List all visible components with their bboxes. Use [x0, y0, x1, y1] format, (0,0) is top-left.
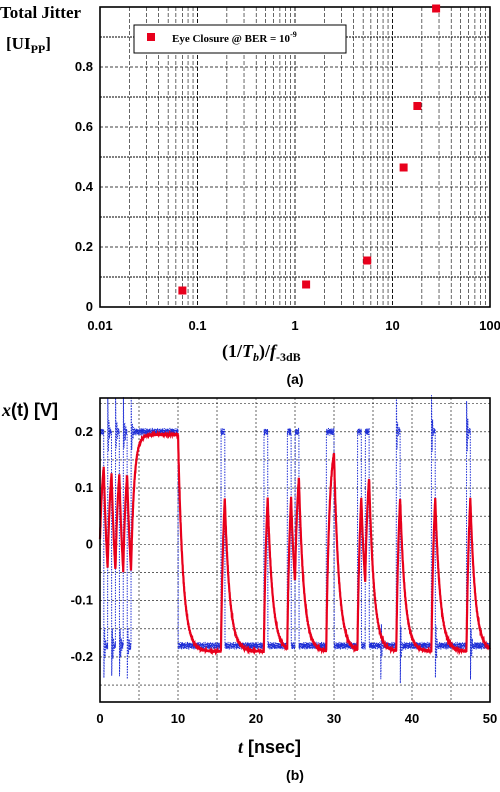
chart-b-ytick-label: 0.1: [75, 480, 93, 495]
chart-b-xtick-label: 50: [483, 711, 497, 726]
chart-b-tick-labels: 0 10 20 30 40 50 -0.2 -0.1 0 0.1 0.2: [71, 424, 498, 726]
chart-a-ytick-label: 0: [86, 299, 93, 314]
chart-a-xlabel-b: b: [253, 350, 259, 364]
chart-b-xtick-label: 0: [96, 711, 103, 726]
chart-a-legend: Eye Closure @ BER = 10-9: [133, 24, 347, 54]
chart-a-ytick-label: 0.6: [75, 119, 93, 134]
chart-a-legend-text: Eye Closure @ BER = 10: [172, 33, 291, 45]
chart-b-plot-frame: [99, 397, 491, 703]
chart-a-points: [178, 4, 441, 295]
chart-b-xlabel-t: t: [238, 737, 244, 757]
chart-a-panel-label: (a): [286, 371, 303, 387]
chart-b-ytick-label: -0.1: [71, 593, 93, 608]
chart-a-xtick-label: 100: [479, 318, 500, 333]
chart-b-panel-label: (b): [286, 767, 304, 783]
chart-a-point: [413, 102, 422, 110]
chart-a-grid: [100, 7, 490, 307]
chart-a-xlabel-mid: )/: [259, 341, 271, 362]
chart-b-ylabel: x(t) [V]: [1, 400, 58, 420]
chart-b-series-solid: [98, 429, 491, 656]
chart-a-ylabel-line1: Total Jitter: [0, 3, 82, 22]
chart-b-ytick-label: 0: [86, 536, 93, 551]
chart-a-point: [178, 286, 187, 295]
chart-b-xtick-label: 10: [171, 711, 185, 726]
chart-a-xlabel-T: T: [242, 341, 254, 361]
chart-b: 0 10 20 30 40 50 -0.2 -0.1 0 0.1 0.2 x(t) [V] t [n…: [1, 395, 497, 783]
chart-a-legend-label: Eye Closure @ BER = 10-9: [172, 30, 297, 45]
chart-a-xtick-label: 1: [291, 318, 298, 333]
chart-a-legend-box: [133, 24, 347, 54]
chart-b-ylabel-x: x: [1, 400, 11, 420]
chart-b-xlabel-rest: [nsec]: [243, 737, 301, 757]
chart-a-xlabel-open: (1/: [222, 341, 243, 362]
chart-b-xtick-label: 20: [249, 711, 263, 726]
chart-a-ylabel-line2: [UIPP]: [6, 34, 51, 56]
chart-b-ytick-label: -0.2: [71, 649, 93, 664]
chart-b-xtick-label: 40: [405, 711, 419, 726]
chart-a-legend-sup: -9: [290, 30, 297, 39]
chart-a-plot-frame: [99, 6, 491, 308]
chart-b-ylabel-rest: (t) [V]: [11, 400, 58, 420]
chart-a-point: [302, 280, 311, 289]
chart-a-point: [399, 163, 408, 172]
chart-a-ylabel-end: ]: [45, 34, 51, 53]
chart-b-xlabel: t [nsec]: [238, 737, 301, 757]
chart-a-point: [432, 4, 441, 13]
chart-a-tick-labels: 0.01 0.1 1 10 100 0 0.2 0.4 0.6 0.8: [75, 59, 500, 333]
chart-a-ytick-label: 0.2: [75, 239, 93, 254]
chart-a-ylabel-sub: PP: [31, 42, 46, 56]
chart-b-ytick-label: 0.2: [75, 424, 93, 439]
chart-b-series: [98, 395, 491, 684]
chart-b-xtick-label: 30: [327, 711, 341, 726]
chart-a-ytick-label: 0.8: [75, 59, 93, 74]
chart-a-xtick-label: 0.1: [188, 318, 206, 333]
chart-a-xlabel-sub: -3dB: [276, 350, 301, 364]
chart-a-ytick-label: 0.4: [75, 179, 94, 194]
chart-a-xlabel-f: f: [270, 341, 278, 361]
chart-a-xlabel: (1/Tb)/f-3dB: [222, 341, 301, 364]
chart-a-point: [363, 256, 372, 265]
chart-a-ylabel-unit: [UI: [6, 34, 31, 53]
chart-a-xtick-label: 10: [385, 318, 399, 333]
chart-a-legend-marker: [147, 33, 155, 41]
chart-a-xtick-label: 0.01: [87, 318, 112, 333]
